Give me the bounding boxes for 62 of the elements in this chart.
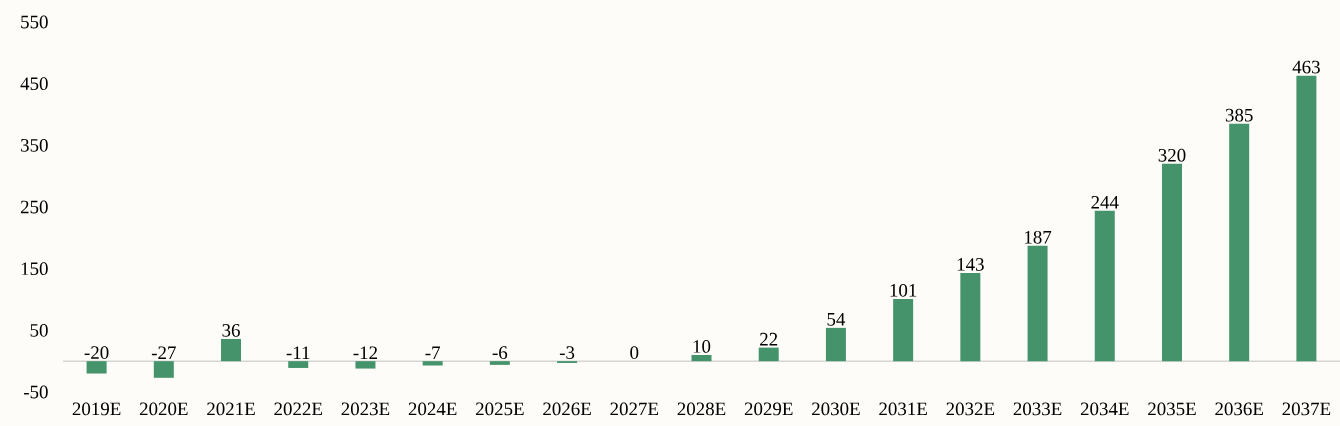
data-label: -20 — [84, 346, 109, 359]
x-tick-label: 2026E — [543, 402, 591, 416]
bar — [758, 347, 779, 362]
data-label: 10 — [693, 340, 711, 353]
data-label: -7 — [425, 346, 440, 359]
bar — [691, 355, 712, 362]
x-tick-label: 2024E — [408, 402, 457, 416]
x-tick-label: 2034E — [1080, 402, 1129, 416]
bar — [1094, 210, 1115, 362]
x-tick-label: 2032E — [946, 402, 995, 416]
y-tick-label: 550 — [21, 15, 48, 29]
x-tick-label: 2023E — [341, 402, 390, 416]
data-label: 463 — [1292, 60, 1320, 74]
bar — [1027, 245, 1048, 362]
y-tick-label: 50 — [30, 323, 48, 337]
data-label: -12 — [353, 346, 378, 359]
x-tick-label: 2020E — [139, 402, 188, 416]
x-tick-label: 2021E — [207, 402, 255, 416]
y-tick-label: 350 — [21, 138, 48, 152]
data-label: 0 — [630, 346, 639, 359]
x-tick-label: 2019E — [72, 402, 121, 416]
bar — [86, 361, 107, 374]
data-label: 385 — [1225, 108, 1253, 122]
x-tick-label: 2029E — [744, 402, 793, 416]
bar — [355, 361, 376, 369]
y-tick-label: -50 — [23, 385, 48, 399]
x-tick-label: 2025E — [475, 402, 524, 416]
y-tick-label: 450 — [20, 77, 48, 91]
x-tick-label: 2022E — [274, 402, 322, 416]
bar — [960, 272, 981, 362]
data-label: 143 — [957, 258, 984, 271]
data-label: -27 — [151, 346, 176, 359]
y-tick-label: 250 — [20, 200, 48, 214]
data-label: 187 — [1025, 230, 1052, 244]
bar — [1296, 75, 1317, 362]
data-label: 54 — [827, 313, 846, 326]
data-label: -11 — [286, 346, 310, 359]
data-label: 244 — [1091, 195, 1119, 209]
bar — [422, 361, 443, 366]
data-label: -6 — [492, 346, 508, 359]
data-label: -3 — [559, 346, 575, 359]
bar — [1229, 123, 1250, 362]
x-tick-label: 2035E — [1148, 402, 1196, 416]
data-label: 22 — [760, 332, 778, 346]
bar — [1161, 163, 1182, 362]
data-label: 320 — [1158, 148, 1186, 162]
x-tick-label: 2037E — [1282, 402, 1331, 416]
x-tick-label: 2033E — [1013, 402, 1062, 416]
x-tick-label: 2028E — [677, 402, 726, 416]
bar — [893, 298, 914, 362]
y-tick-label: 150 — [21, 262, 48, 276]
bar — [221, 338, 242, 362]
x-tick-label: 2031E — [879, 402, 927, 416]
x-tick-label: 2027E — [610, 402, 659, 416]
bar — [489, 361, 510, 365]
x-tick-label: 2030E — [812, 402, 860, 416]
bar — [153, 361, 174, 378]
x-tick-label: 2036E — [1215, 402, 1263, 416]
bar — [288, 361, 309, 368]
bar — [825, 327, 846, 362]
data-label: 101 — [890, 283, 917, 297]
data-label: 36 — [222, 324, 240, 337]
